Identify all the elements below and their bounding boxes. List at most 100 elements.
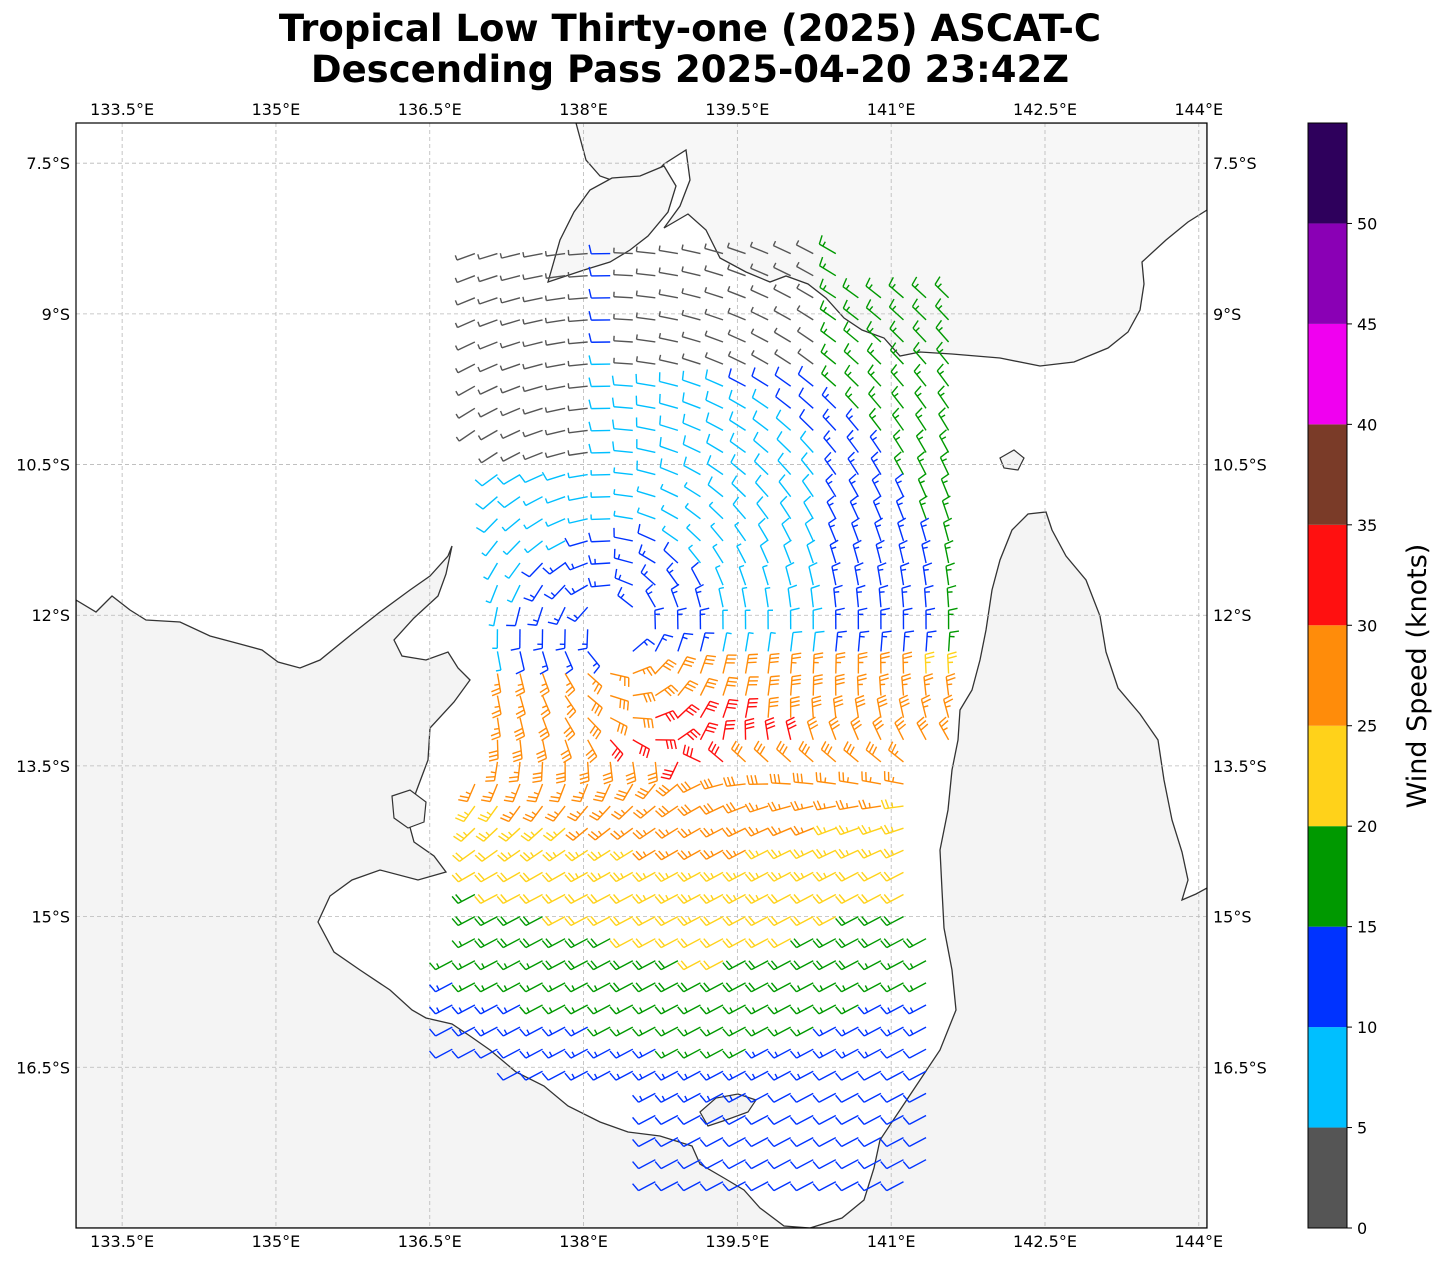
wind-barb	[544, 407, 566, 414]
wind-barb-shaft	[934, 283, 950, 299]
wind-barb-half-feather	[643, 570, 648, 576]
wind-barb-shaft	[708, 749, 724, 763]
wind-barb	[820, 741, 837, 763]
wind-barb-feather	[752, 410, 758, 420]
wind-barb	[835, 607, 845, 630]
wind-barb	[477, 275, 498, 283]
wind-barb-feather	[902, 655, 913, 660]
wind-barb-half-feather	[522, 252, 525, 258]
wind-barb-feather	[564, 895, 572, 904]
wind-barb-feather	[613, 830, 622, 838]
wind-barb-feather	[523, 832, 532, 839]
wind-barb-feather	[496, 918, 504, 926]
wind-barb-half-feather	[620, 872, 624, 879]
wind-barb-half-feather	[620, 593, 625, 599]
wind-barb-feather	[874, 517, 884, 524]
wind-barb-shaft	[615, 960, 634, 971]
wind-barb	[857, 824, 882, 836]
wind-barb-feather	[691, 704, 700, 711]
wind-barb	[632, 960, 656, 971]
wind-barb	[567, 338, 588, 345]
wind-barb-feather	[455, 916, 463, 925]
wind-barb-half-feather	[682, 636, 688, 640]
wind-barb-feather	[818, 235, 823, 245]
wind-barb	[767, 609, 774, 630]
wind-barb-feather	[812, 1116, 820, 1125]
map-frame	[75, 122, 1208, 1229]
wind-barb-feather	[774, 366, 780, 376]
wind-barb	[522, 363, 543, 370]
wind-barb-shaft	[502, 451, 521, 462]
wind-barb-shaft	[564, 673, 576, 691]
wind-barb-feather	[778, 474, 786, 483]
wind-barb-shaft	[570, 960, 588, 971]
wind-barb-feather	[658, 960, 666, 969]
wind-barb-shaft	[496, 673, 502, 693]
wind-barb	[912, 341, 927, 365]
wind-barb-feather	[680, 872, 688, 880]
wind-barb	[566, 606, 589, 623]
wind-barb	[522, 274, 543, 281]
wind-barb-shaft	[923, 588, 927, 608]
wind-barb	[475, 518, 498, 533]
wind-barb	[722, 699, 739, 718]
wind-barb-feather	[873, 495, 882, 502]
wind-barb-feather	[522, 872, 531, 881]
wind-barb-feather	[902, 940, 910, 949]
lon-tick-bottom: 141°E	[867, 1232, 916, 1251]
wind-barb	[738, 564, 747, 586]
wind-barb-feather	[812, 1161, 820, 1170]
wind-barb	[609, 915, 634, 927]
wind-barb-feather	[635, 916, 643, 925]
wind-barb-feather	[748, 802, 755, 812]
wind-barb-shaft	[728, 1136, 746, 1148]
wind-barb-feather	[944, 698, 954, 704]
wind-barb	[451, 938, 476, 949]
wind-barb-feather	[813, 656, 824, 660]
wind-barb-feather	[455, 832, 465, 840]
wind-barb-shaft	[752, 418, 769, 431]
wind-barb	[654, 1070, 679, 1081]
wind-barb-shaft	[705, 871, 724, 882]
wind-barb-feather	[852, 539, 862, 546]
colorbar-bin-1	[1308, 1027, 1347, 1128]
wind-barb	[519, 982, 543, 993]
wind-barb-shaft	[480, 938, 498, 949]
wind-barb	[744, 653, 758, 674]
wind-barb	[429, 1026, 453, 1037]
wind-barb	[842, 277, 859, 299]
wind-barb-shaft	[614, 577, 634, 586]
wind-barb-half-feather	[458, 1007, 463, 1013]
wind-barb-shaft	[546, 341, 566, 346]
wind-barb	[699, 1181, 724, 1192]
wind-barb-feather	[862, 799, 867, 809]
wind-barb-shaft	[826, 501, 837, 520]
wind-barb-feather	[626, 776, 636, 781]
wind-barb	[767, 652, 780, 674]
wind-barb-feather	[514, 731, 524, 737]
wind-barb-feather	[658, 807, 667, 816]
wind-barb-half-feather	[526, 1051, 530, 1057]
wind-barb-shaft	[684, 506, 701, 520]
wind-barb-feather	[869, 429, 878, 438]
wind-barb-feather	[519, 962, 527, 971]
wind-barb-shaft	[616, 849, 634, 861]
wind-barb	[658, 372, 679, 387]
wind-barb	[789, 1136, 814, 1148]
wind-barb	[722, 1004, 746, 1015]
wind-barb-shaft	[912, 306, 927, 321]
wind-barb-shaft	[547, 938, 566, 949]
wind-barb	[789, 960, 814, 971]
wind-barb	[515, 695, 526, 719]
wind-barb	[496, 1048, 521, 1059]
wind-barb-shaft	[570, 1004, 588, 1015]
wind-barb	[586, 915, 611, 927]
colorbar-tick-label: 40	[1357, 415, 1377, 434]
colorbar-tick-label: 25	[1357, 717, 1377, 736]
wind-barb	[611, 397, 633, 409]
wind-barb-shaft	[706, 442, 724, 454]
wind-barb-feather	[753, 431, 759, 441]
wind-barb-shaft	[863, 1048, 882, 1059]
wind-barb-half-feather	[571, 1051, 576, 1057]
wind-barb-feather	[730, 453, 736, 463]
